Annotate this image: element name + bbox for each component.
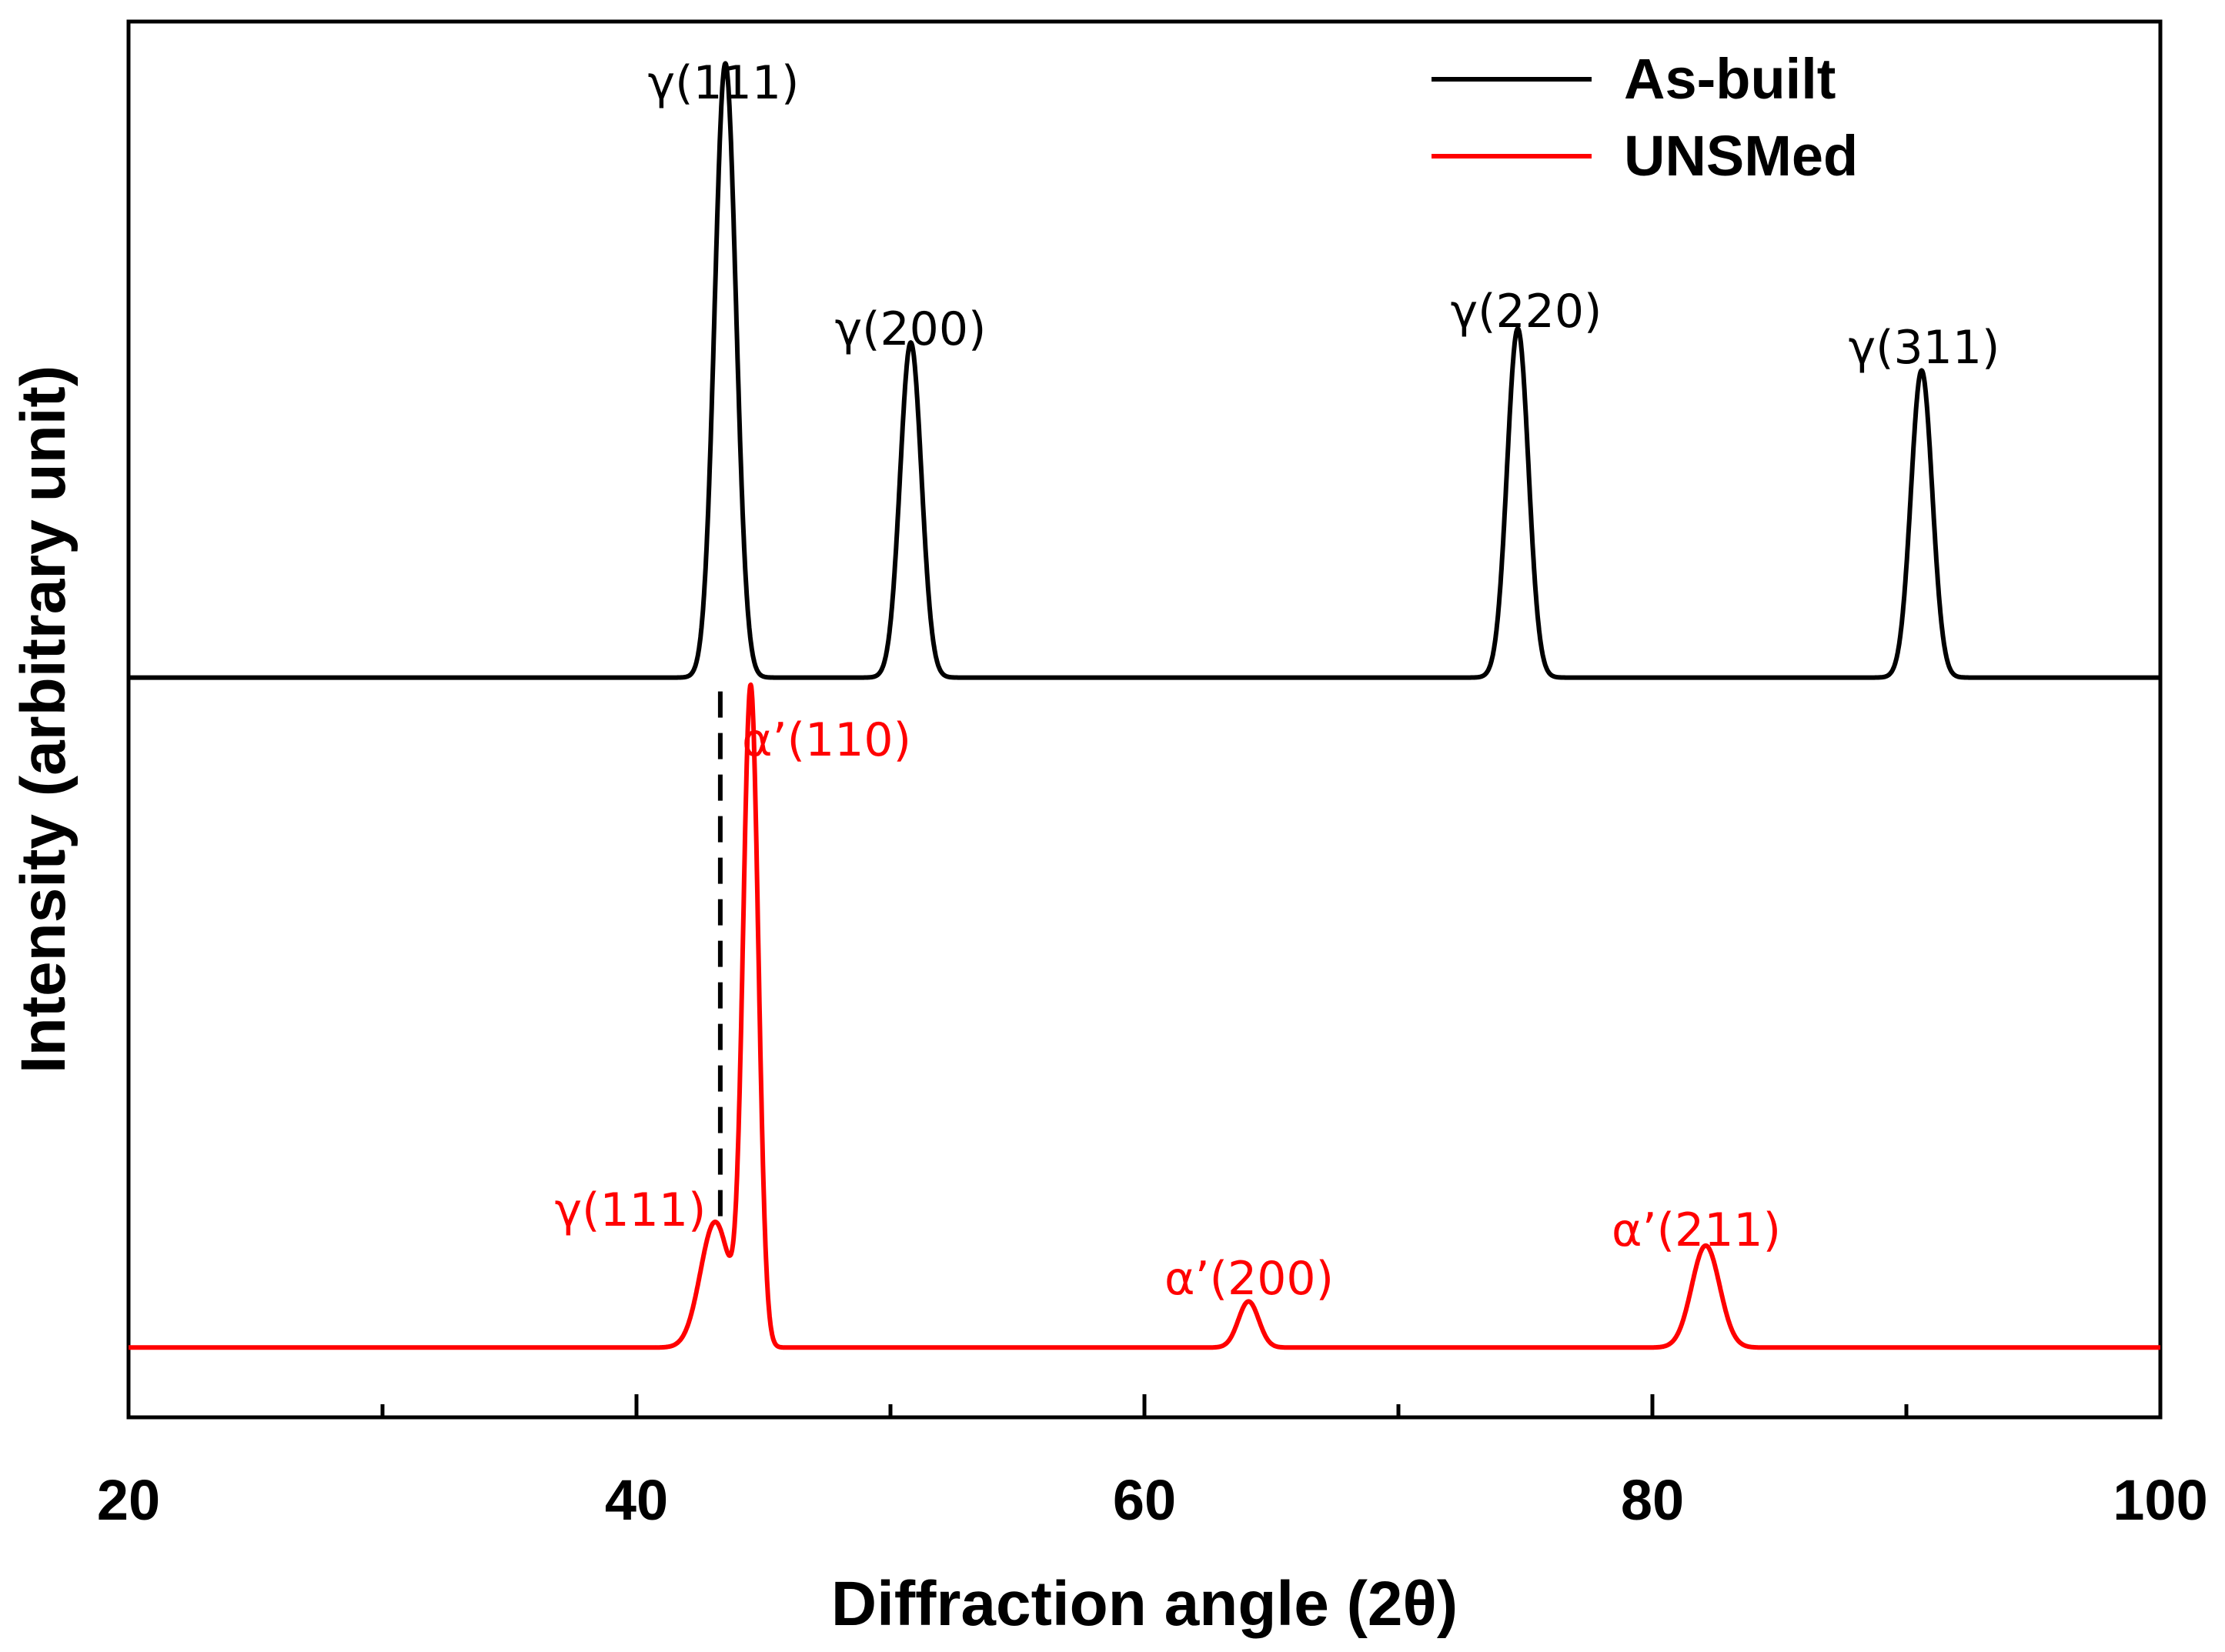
series-line-unsmed bbox=[126, 682, 2163, 1350]
peak-label: α’(211) bbox=[1612, 1203, 1781, 1257]
peak-label: γ(200) bbox=[835, 302, 987, 356]
x-axis-ticks bbox=[126, 1394, 2163, 1417]
legend: As-built UNSMed bbox=[1432, 47, 1858, 188]
peak-label: γ(111) bbox=[648, 56, 800, 110]
x-tick-label: 20 bbox=[97, 1468, 160, 1532]
x-tick-label: 60 bbox=[1113, 1468, 1176, 1532]
y-axis-title: Intensity (arbitrary unit) bbox=[8, 365, 79, 1073]
x-tick-label: 100 bbox=[2113, 1468, 2207, 1532]
x-tick-label: 80 bbox=[1621, 1468, 1684, 1532]
legend-label-unsmed: UNSMed bbox=[1624, 124, 1858, 188]
x-tick-label: 40 bbox=[605, 1468, 668, 1532]
series-lines bbox=[126, 61, 2163, 1350]
peak-labels: γ(111) γ(200) γ(220) γ(311) γ(111) α’(110) α’(… bbox=[555, 56, 2000, 1306]
series-line-as-built bbox=[126, 61, 2163, 680]
x-axis-title: Diffraction angle (2θ) bbox=[831, 1569, 1458, 1639]
peak-label: γ(311) bbox=[1849, 321, 2000, 375]
peak-label: α’(200) bbox=[1164, 1252, 1334, 1306]
legend-label-as-built: As-built bbox=[1624, 47, 1836, 111]
peak-label: γ(220) bbox=[1451, 285, 1602, 339]
x-axis-tick-labels: 20 40 60 80 100 bbox=[97, 1468, 2208, 1532]
plot-frame bbox=[126, 19, 2163, 1420]
peak-label: α’(110) bbox=[742, 713, 911, 767]
peak-label: γ(111) bbox=[555, 1183, 707, 1237]
